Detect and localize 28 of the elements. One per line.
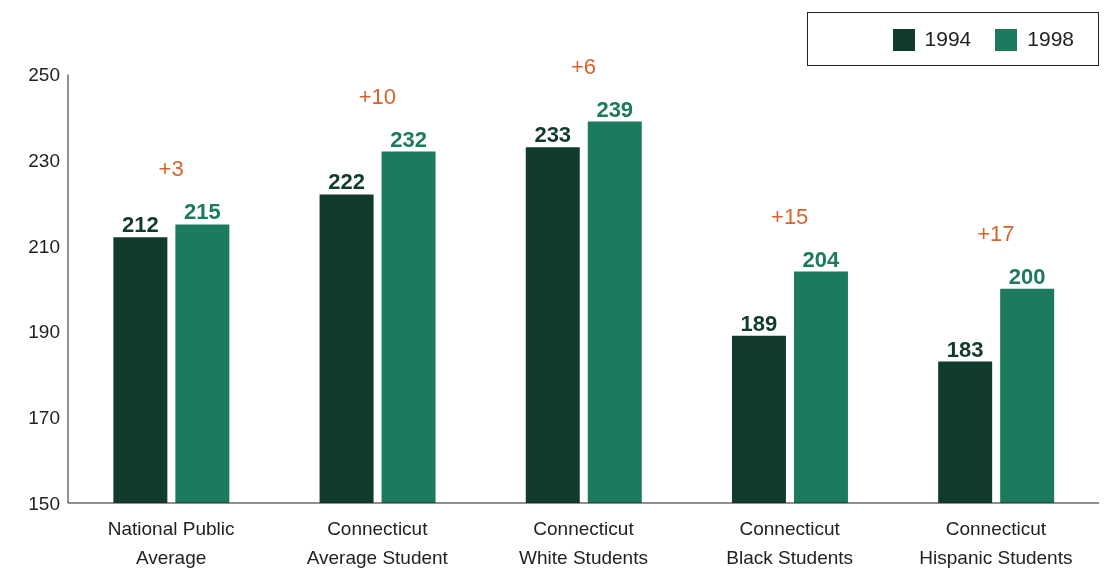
data-label: 233 (534, 122, 572, 148)
x-tick-label: Connecticut Hispanic Students (919, 518, 1073, 568)
data-label: 200 (1008, 263, 1046, 289)
legend-label: 1998 (1027, 27, 1074, 50)
annotation: +15 (771, 203, 809, 229)
data-label: 239 (596, 96, 634, 122)
data-label: 222 (328, 169, 365, 195)
y-tick-label: 210 (28, 235, 60, 257)
y-tick-label: 250 (28, 64, 60, 86)
data-label: 232 (390, 126, 427, 152)
x-tick-label: Connecticut Black Students (726, 518, 854, 568)
y-tick-label: 190 (28, 321, 60, 343)
annotation: +10 (358, 83, 396, 109)
data-label: 204 (802, 246, 841, 272)
x-tick-label: National Public Average (107, 518, 235, 568)
data-label: 189 (740, 310, 778, 336)
y-tick-label: 150 (28, 492, 60, 514)
x-tick-label: Connecticut Average Student (306, 518, 449, 568)
annotation: +17 (977, 220, 1015, 246)
y-tick-label: 230 (28, 149, 60, 171)
x-tick-label: Connecticut White Students (519, 518, 648, 568)
y-tick-label: 170 (28, 407, 60, 429)
data-label: 215 (184, 199, 221, 225)
annotation: +3 (158, 156, 184, 182)
data-label: 183 (946, 336, 984, 362)
annotation: +6 (570, 53, 597, 79)
legend-label: 1994 (924, 27, 972, 50)
data-label: 212 (122, 212, 159, 238)
